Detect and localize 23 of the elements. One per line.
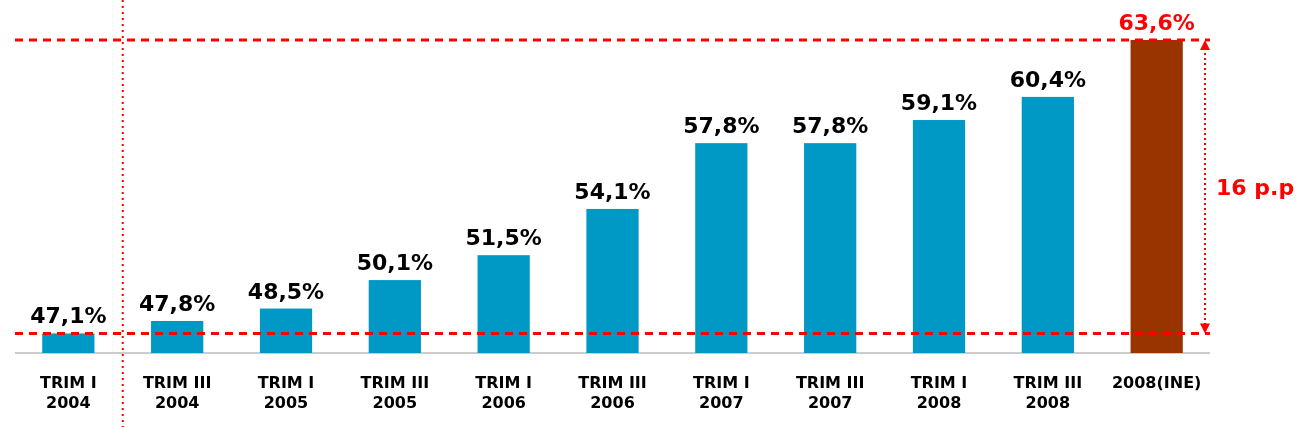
data-label: 60,4% xyxy=(1009,66,1086,92)
x-tick-label: TRIM I 2008 xyxy=(910,373,968,412)
x-tick-label: TRIM III 2007 xyxy=(795,373,865,412)
x-tick-label: 2008(INE) xyxy=(1111,373,1202,392)
data-label: 57,8% xyxy=(683,113,760,139)
data-label: 54,1% xyxy=(574,178,651,204)
x-tick-label: TRIM I 2007 xyxy=(693,373,750,412)
text: 16 p.p xyxy=(1216,174,1295,200)
data-label: 51,5% xyxy=(465,225,542,251)
data-label: 48,5% xyxy=(247,278,325,304)
x-tick-label: TRIM III 2008 xyxy=(1013,373,1083,412)
x-tick-label: TRIM I 2005 xyxy=(257,373,315,412)
data-label: 59,1% xyxy=(900,90,978,116)
x-tick-label: TRIM I 2004 xyxy=(40,373,97,412)
data-label: 47,8% xyxy=(139,290,216,316)
data-label: 57,8% xyxy=(792,113,869,139)
data-label: 50,1% xyxy=(356,250,433,276)
x-tick-label: TRIM I 2006 xyxy=(475,373,532,412)
x-tick-label: TRIM III 2005 xyxy=(360,373,430,412)
x-tick-label: TRIM III 2006 xyxy=(578,373,647,412)
data-label: 47,1% xyxy=(30,303,107,329)
x-tick-label: TRIM III 2004 xyxy=(142,373,212,412)
data-label: 63,6% xyxy=(1118,10,1195,35)
